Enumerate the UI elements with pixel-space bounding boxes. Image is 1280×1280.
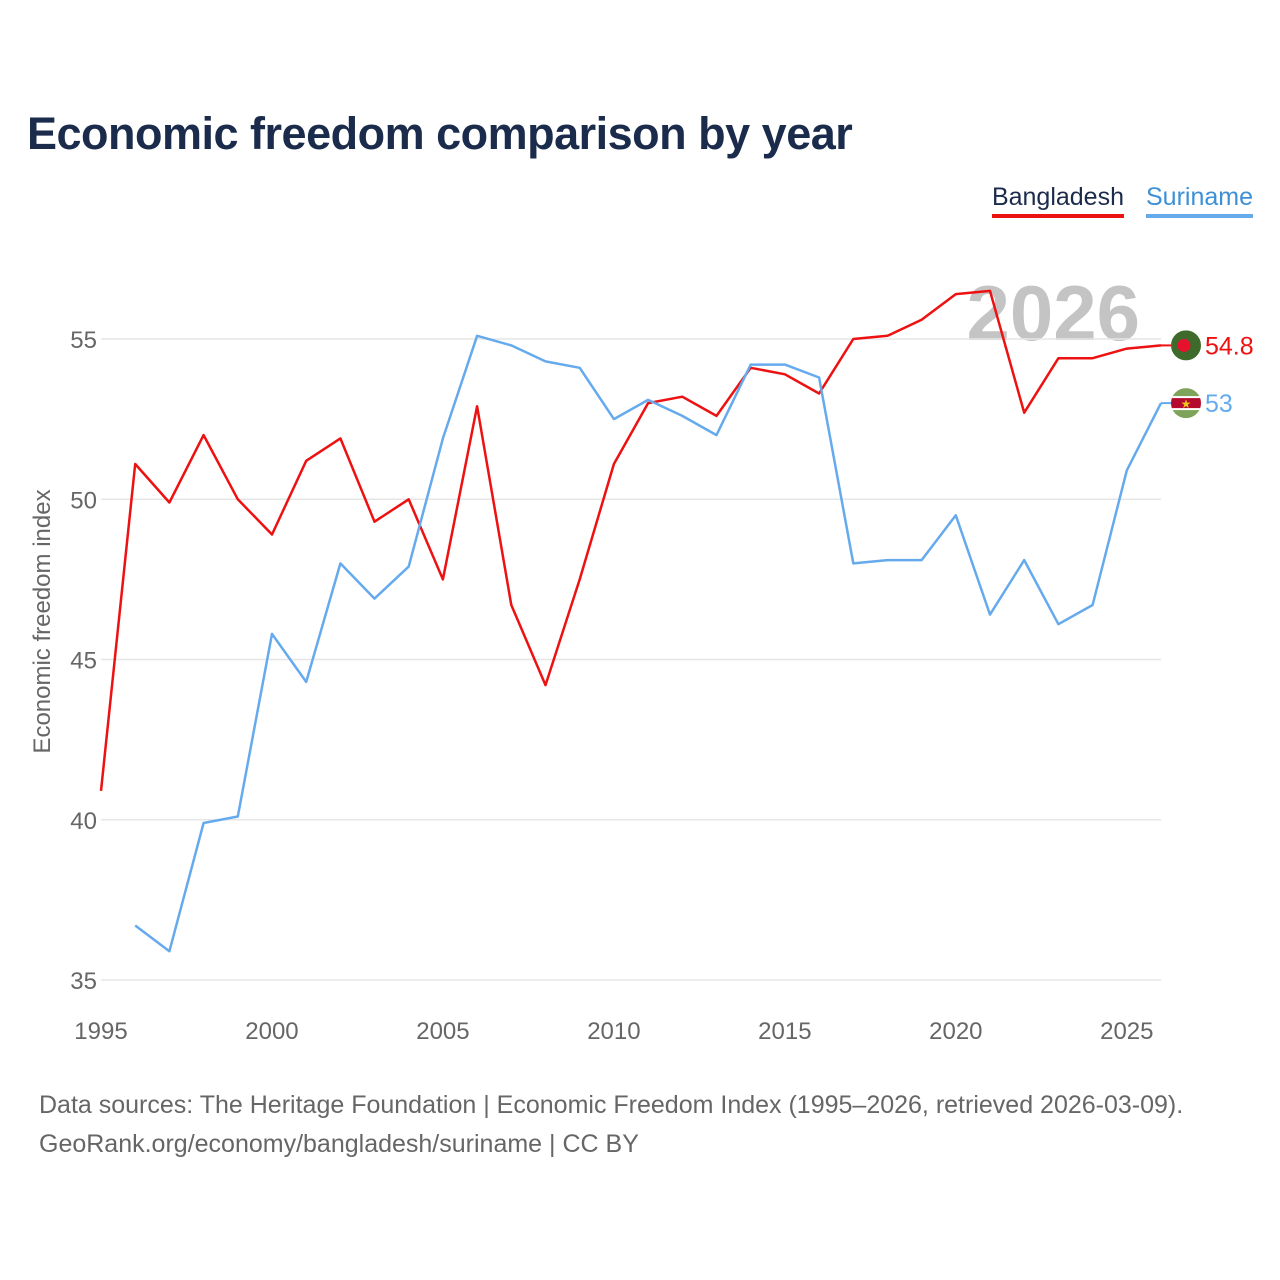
line-chart: 2026 35 40 45 50 55 1995 2000 2005 2010 2015 2020 20…: [29, 269, 1254, 1045]
legend-item-bangladesh[interactable]: Bangladesh: [991, 183, 1124, 218]
y-axis-label: Economic freedom index: [29, 489, 56, 753]
flag-disc: [1177, 338, 1191, 352]
x-tick-label: 2010: [587, 1018, 640, 1045]
y-tick-label: 45: [70, 648, 97, 675]
x-tick-label: 2020: [929, 1018, 982, 1045]
source-line-1: Data sources: The Heritage Foundation | …: [39, 1091, 1184, 1119]
y-tick-label: 55: [70, 327, 97, 354]
y-tick-label: 40: [70, 808, 97, 835]
source-note: Data sources: The Heritage Foundation | …: [39, 1086, 1183, 1164]
x-tick-label: 2025: [1100, 1018, 1153, 1045]
x-tick-label: 2005: [416, 1018, 469, 1045]
x-tick-label: 2015: [758, 1018, 811, 1045]
year-watermark: 2026: [966, 269, 1140, 357]
series-line-suriname: [134, 334, 1163, 953]
series-line-bangladesh: [99, 289, 1162, 792]
flag-red-band: [1171, 398, 1201, 409]
flag-star-icon: ★: [1181, 397, 1192, 411]
end-value-label-bangladesh: 54.8: [1205, 332, 1254, 360]
flag-bangladesh: [1171, 330, 1201, 361]
flag-suriname: ★: [1171, 388, 1201, 419]
end-value-label-suriname: 53: [1205, 390, 1233, 418]
y-tick-label: 35: [70, 968, 97, 995]
flag-marker-suriname: ★: [1161, 388, 1201, 419]
x-tick-label: 1995: [74, 1018, 127, 1045]
legend: Bangladesh Suriname: [991, 183, 1253, 218]
flag-marker-bangladesh: [1161, 330, 1201, 361]
y-tick-label: 50: [70, 487, 97, 514]
x-tick-label: 2000: [245, 1018, 298, 1045]
chart-title: Economic freedom comparison by year: [27, 108, 853, 159]
source-line-2[interactable]: GeoRank.org/economy/bangladesh/suriname …: [39, 1130, 639, 1158]
legend-item-suriname[interactable]: Suriname: [1146, 183, 1253, 218]
